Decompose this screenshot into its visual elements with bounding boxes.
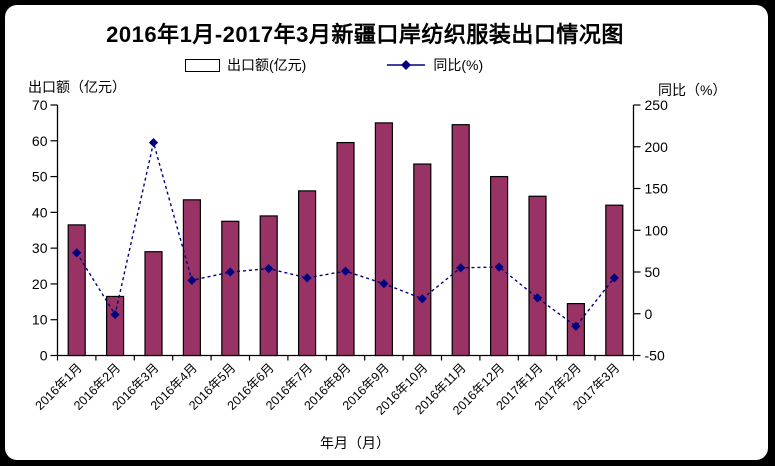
- data-point: [110, 309, 120, 320]
- bar: [298, 190, 317, 357]
- data-point: [456, 263, 466, 273]
- right-tick-label: 0: [645, 306, 653, 322]
- bar: [374, 122, 393, 357]
- bars-series: [67, 122, 624, 357]
- data-point: [379, 279, 389, 289]
- data-point: [187, 275, 197, 285]
- bar: [144, 251, 163, 357]
- chart-title: 2016年1月-2017年3月新疆口岸纺织服装出口情况图: [106, 22, 624, 47]
- left-axis-title: 出口额（亿元）: [28, 79, 126, 95]
- right-tick-label: 150: [645, 181, 669, 197]
- line-swatch-icon: [386, 59, 426, 71]
- data-point: [532, 293, 543, 303]
- bar: [336, 141, 355, 357]
- legend-item-yoy: 同比(%): [386, 55, 483, 75]
- left-tick-label: 70: [32, 97, 48, 113]
- bar: [528, 195, 547, 357]
- data-point: [302, 273, 312, 283]
- data-point: [417, 294, 427, 304]
- right-tick-label: -50: [645, 348, 665, 364]
- data-point: [494, 262, 504, 272]
- data-point: [264, 264, 274, 274]
- right-tick-label: 200: [645, 139, 669, 155]
- y-axis-left: 0 10 20 30 40 50 60 70: [32, 97, 58, 364]
- data-point: [340, 266, 351, 276]
- legend-item-export: 出口额(亿元): [185, 55, 306, 75]
- legend-label-export: 出口额(亿元): [227, 57, 307, 73]
- bar: [259, 215, 278, 357]
- data-point: [225, 267, 235, 277]
- legend: 出口额(亿元) 同比(%): [185, 55, 483, 75]
- left-tick-label: 50: [32, 169, 48, 185]
- data-point: [72, 248, 82, 258]
- left-tick-label: 30: [32, 240, 48, 256]
- bar: [67, 224, 86, 357]
- right-axis-title: 同比（%）: [658, 82, 727, 98]
- y-axis-right: -50 0 50 100 150 200 250: [633, 97, 669, 364]
- data-point: [571, 321, 581, 331]
- left-tick-label: 0: [40, 348, 48, 364]
- bar: [221, 220, 240, 357]
- right-tick-label: 50: [645, 264, 661, 280]
- left-tick-label: 40: [32, 204, 48, 220]
- chart-card: 2016年1月-2017年3月新疆口岸纺织服装出口情况图 出口额(亿元) 同比(…: [5, 5, 768, 460]
- bar: [105, 295, 125, 357]
- left-tick-label: 10: [32, 312, 48, 328]
- left-tick-label: 60: [32, 133, 48, 149]
- right-tick-label: 100: [645, 222, 669, 238]
- data-point: [609, 273, 619, 283]
- bar: [451, 124, 470, 357]
- right-tick-label: 250: [645, 97, 669, 113]
- data-point: [148, 137, 159, 148]
- x-axis-title: 年月（月）: [320, 435, 390, 451]
- left-tick-label: 20: [32, 276, 48, 292]
- x-axis: 2016年1月2016年2月2016年3月2016年4月2016年5月2016年…: [33, 355, 635, 418]
- line-series: [72, 137, 619, 331]
- bar-swatch-icon: [185, 58, 220, 72]
- bar: [413, 163, 432, 357]
- legend-label-yoy: 同比(%): [433, 57, 484, 73]
